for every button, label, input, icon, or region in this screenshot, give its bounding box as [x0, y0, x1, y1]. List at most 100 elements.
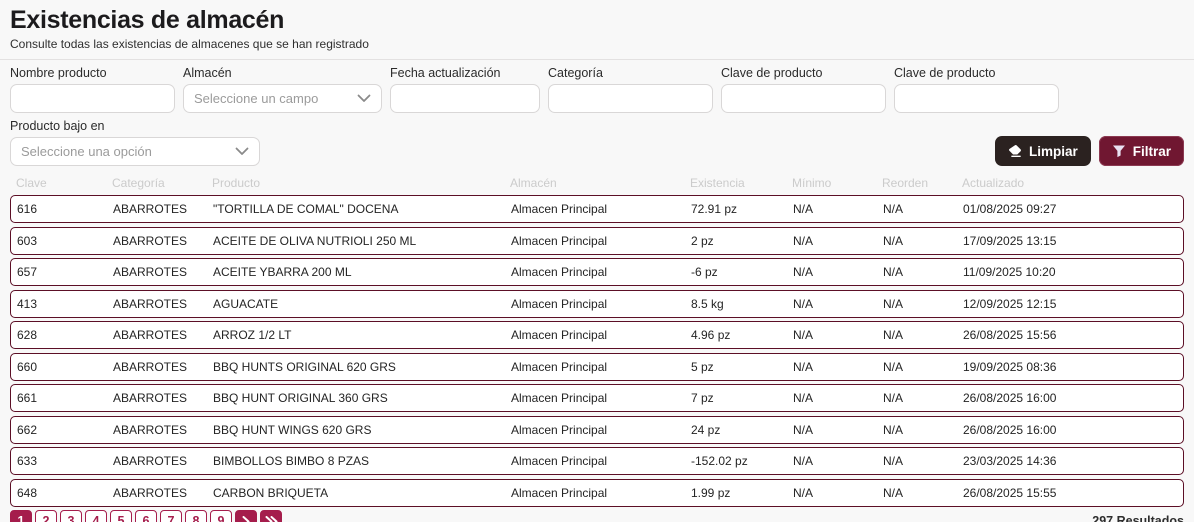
producto-bajo-en-select[interactable]: Seleccione una opción: [10, 137, 260, 166]
cell-actualizado: 26/08/2025 16:00: [963, 422, 1057, 437]
cell-producto: ACEITE DE OLIVA NUTRIOLI 250 ML: [213, 233, 417, 248]
clave-de-producto-input-2[interactable]: [894, 84, 1059, 113]
cell-reorden: N/A: [883, 233, 904, 248]
table-row[interactable]: 657 ABARROTES ACEITE YBARRA 200 ML Almacen …: [10, 258, 1184, 286]
cell-minimo: N/A: [793, 328, 814, 342]
cell-clave: 603: [17, 233, 38, 248]
next-page-button[interactable]: [235, 510, 257, 522]
cell-reorden: N/A: [883, 265, 904, 279]
page-button-4[interactable]: 4: [85, 510, 107, 522]
cell-reorden: N/A: [883, 202, 904, 216]
column-header-actualizado: Actualizado: [962, 176, 1025, 190]
cell-categoria: ABARROTES: [113, 422, 188, 437]
table-row[interactable]: 660 ABARROTES BBQ HUNTS ORIGINAL 620 GRS Al…: [10, 352, 1184, 381]
table-row[interactable]: 628 ABARROTES ARROZ 1/2 LT Almacen Principa…: [10, 321, 1184, 349]
cell-almacen: Almacen Principal: [511, 296, 608, 311]
filter-field-fecha-actualizacion-input: Fecha actualización: [390, 66, 540, 113]
cell-categoria: ABARROTES: [113, 391, 188, 405]
cell-clave: 628: [17, 328, 38, 342]
cell-almacen: Almacen Principal: [511, 265, 608, 279]
table-row[interactable]: 413 ABARROTES AGUACATE Almacen Principal 8.5…: [10, 289, 1184, 318]
cell-producto: ACEITE YBARRA 200 ML: [213, 265, 352, 279]
page-button-8[interactable]: 8: [185, 510, 207, 522]
filter-label-producto-bajo-en: Producto bajo en: [10, 119, 105, 133]
table-row[interactable]: 661 ABARROTES BBQ HUNT ORIGINAL 360 GRS Alm…: [10, 384, 1184, 412]
filter-funnel-icon: [1112, 145, 1125, 158]
cell-actualizado: 26/08/2025 15:55: [963, 485, 1057, 500]
page-button-9[interactable]: 9: [210, 510, 232, 522]
categoria-input[interactable]: [548, 84, 713, 113]
last-page-button[interactable]: [260, 510, 282, 522]
table-header-row: Clave Categoría Producto Almacén Existencia M…: [10, 176, 1184, 195]
cell-existencia: 2 pz: [691, 233, 714, 248]
cell-clave: 616: [17, 202, 38, 216]
cell-categoria: ABARROTES: [113, 485, 188, 500]
table-row[interactable]: 633 ABARROTES BIMBOLLOS BIMBO 8 PZAS Almace…: [10, 447, 1184, 475]
table-row[interactable]: 603 ABARROTES ACEITE DE OLIVA NUTRIOLI 250…: [10, 226, 1184, 255]
column-header-categoria: Categoría: [112, 176, 165, 190]
cell-reorden: N/A: [883, 485, 904, 500]
page-button-7[interactable]: 7: [160, 510, 182, 522]
column-header-reorden: Reorden: [882, 176, 929, 190]
cell-actualizado: 12/09/2025 12:15: [963, 296, 1057, 311]
cell-categoria: ABARROTES: [113, 454, 188, 468]
cell-producto: BIMBOLLOS BIMBO 8 PZAS: [213, 454, 370, 468]
cell-existencia: 7 pz: [691, 391, 714, 405]
cell-almacen: Almacen Principal: [511, 391, 608, 405]
cell-almacen: Almacen Principal: [511, 359, 608, 374]
table-row[interactable]: 662 ABARROTES BBQ HUNT WINGS 620 GRS Almace…: [10, 415, 1184, 444]
filter-row-2: Producto bajo en Seleccione una opción L…: [10, 119, 1184, 166]
cell-actualizado: 01/08/2025 09:27: [963, 202, 1057, 216]
cell-existencia: -6 pz: [691, 265, 718, 279]
cell-reorden: N/A: [883, 391, 904, 405]
cell-minimo: N/A: [793, 391, 814, 405]
cell-existencia: 4.96 pz: [691, 328, 731, 342]
filter-field-clave-de-producto-input-2: Clave de producto: [894, 66, 1059, 113]
results-count: 297 Resultados: [1092, 514, 1184, 522]
nombre-producto-input[interactable]: [10, 84, 175, 113]
cell-reorden: N/A: [883, 422, 904, 437]
cell-minimo: N/A: [793, 454, 814, 468]
fecha-actualizacion-input[interactable]: [390, 84, 540, 113]
cell-clave: 648: [17, 485, 38, 500]
limpiar-button[interactable]: Limpiar: [994, 136, 1091, 166]
column-header-producto: Producto: [212, 176, 261, 190]
cell-existencia: 5 pz: [691, 359, 714, 374]
cell-actualizado: 17/09/2025 13:15: [963, 233, 1057, 248]
cell-categoria: ABARROTES: [113, 233, 188, 248]
table-row[interactable]: 648 ABARROTES CARBON BRIQUETA Almacen Princ…: [10, 478, 1184, 507]
chevron-down-icon: [235, 147, 249, 155]
cell-minimo: N/A: [793, 359, 814, 374]
cell-almacen: Almacen Principal: [511, 233, 608, 248]
cell-clave: 633: [17, 454, 38, 468]
page-button-6[interactable]: 6: [135, 510, 157, 522]
cell-categoria: ABARROTES: [113, 265, 188, 279]
filter-row-1: Nombre producto Almacén Seleccione un camp…: [10, 66, 1184, 113]
page-button-1[interactable]: 1: [10, 510, 32, 522]
filtrar-button[interactable]: Filtrar: [1098, 136, 1184, 166]
page-button-5[interactable]: 5: [110, 510, 132, 522]
almacen-select[interactable]: Seleccione un campo: [183, 84, 382, 113]
eraser-icon: [1008, 145, 1021, 157]
cell-categoria: ABARROTES: [113, 296, 188, 311]
cell-clave: 413: [17, 296, 38, 311]
clave-de-producto-input-1[interactable]: [721, 84, 886, 113]
filter-label: Nombre producto: [10, 66, 107, 80]
limpiar-button-label: Limpiar: [1028, 143, 1078, 159]
cell-clave: 660: [17, 359, 38, 374]
filter-field-producto-bajo-en: Producto bajo en Seleccione una opción: [10, 119, 260, 166]
cell-categoria: ABARROTES: [113, 328, 188, 342]
table-row[interactable]: 616 ABARROTES "TORTILLA DE COMAL" DOCENA Al…: [10, 195, 1184, 223]
cell-producto: "TORTILLA DE COMAL" DOCENA: [213, 202, 399, 216]
header-divider: [0, 59, 1194, 60]
page-subtitle: Consulte todas las existencias de almace…: [10, 37, 369, 51]
cell-existencia: -152.02 pz: [691, 454, 748, 468]
cell-clave: 657: [17, 265, 38, 279]
page-button-2[interactable]: 2: [35, 510, 57, 522]
cell-minimo: N/A: [793, 296, 814, 311]
cell-almacen: Almacen Principal: [511, 328, 608, 342]
page-button-3[interactable]: 3: [60, 510, 82, 522]
